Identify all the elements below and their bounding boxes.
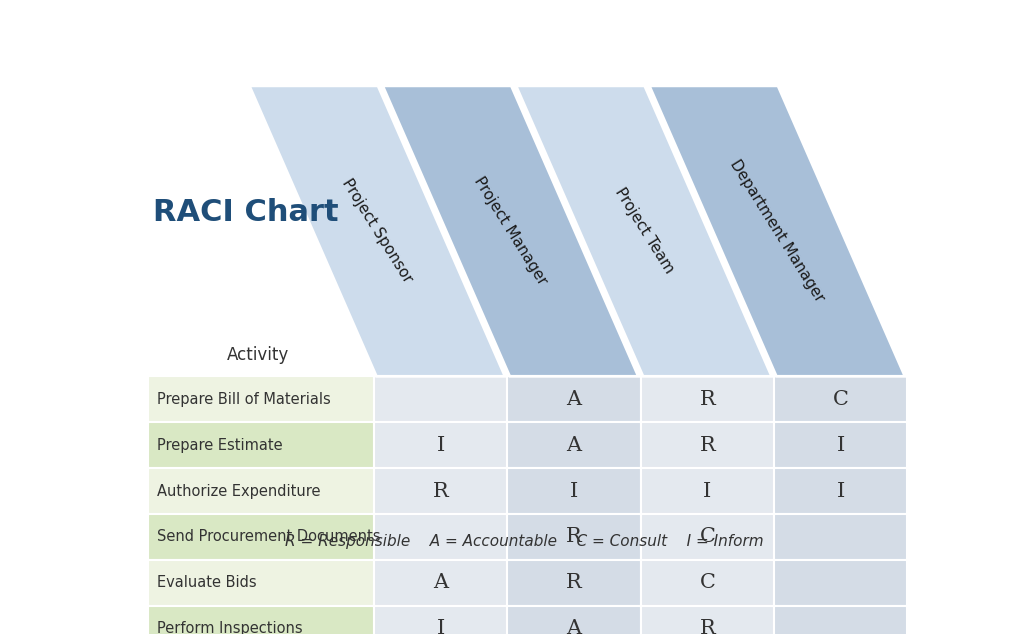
Text: A: A	[566, 390, 582, 409]
Text: Prepare Estimate: Prepare Estimate	[158, 437, 283, 453]
Bar	[507, 422, 641, 468]
Polygon shape	[516, 86, 772, 377]
Text: R: R	[699, 436, 715, 455]
Text: Project Manager: Project Manager	[471, 174, 550, 288]
Text: Department Manager: Department Manager	[727, 157, 827, 305]
Text: Activity: Activity	[227, 346, 289, 364]
Bar	[641, 605, 774, 634]
Text: A: A	[566, 619, 582, 634]
Text: C: C	[699, 527, 716, 547]
Text: I: I	[703, 482, 712, 500]
Bar	[774, 377, 907, 422]
Text: R: R	[699, 619, 715, 634]
Bar	[147, 377, 374, 422]
Bar	[641, 377, 774, 422]
Bar	[147, 422, 374, 468]
Text: R: R	[433, 482, 449, 500]
Bar	[641, 422, 774, 468]
Bar	[774, 422, 907, 468]
Text: C: C	[833, 390, 849, 409]
Text: C: C	[699, 573, 716, 592]
Polygon shape	[649, 86, 905, 377]
Bar	[507, 514, 641, 560]
Polygon shape	[383, 86, 638, 377]
Bar	[374, 514, 507, 560]
Text: I: I	[837, 436, 845, 455]
Text: A: A	[433, 573, 449, 592]
Bar	[374, 468, 507, 514]
Bar	[507, 560, 641, 605]
Polygon shape	[250, 86, 505, 377]
Text: I: I	[436, 619, 444, 634]
Bar	[374, 422, 507, 468]
Bar	[774, 605, 907, 634]
Bar	[507, 468, 641, 514]
Text: RACI Chart: RACI Chart	[154, 198, 339, 227]
Text: Authorize Expenditure: Authorize Expenditure	[158, 484, 321, 498]
Text: I: I	[837, 482, 845, 500]
Bar	[147, 605, 374, 634]
Text: R: R	[566, 573, 582, 592]
Bar	[374, 560, 507, 605]
Text: R: R	[566, 527, 582, 547]
Bar	[641, 514, 774, 560]
Bar	[774, 468, 907, 514]
Text: Project Team: Project Team	[611, 186, 676, 276]
Bar	[147, 468, 374, 514]
Bar	[374, 377, 507, 422]
Text: Send Procurement Documents: Send Procurement Documents	[158, 529, 381, 545]
Text: R = Responsible    A = Accountable    C = Consult    I = Inform: R = Responsible A = Accountable C = Cons…	[286, 534, 764, 548]
Bar	[147, 560, 374, 605]
Text: Evaluate Bids: Evaluate Bids	[158, 575, 257, 590]
Text: I: I	[570, 482, 579, 500]
Bar	[147, 514, 374, 560]
Text: I: I	[436, 436, 444, 455]
Bar	[507, 377, 641, 422]
Text: Project Sponsor: Project Sponsor	[339, 176, 416, 286]
Text: Perform Inspections: Perform Inspections	[158, 621, 303, 634]
Bar	[641, 468, 774, 514]
Bar	[774, 560, 907, 605]
Bar	[641, 560, 774, 605]
Bar	[374, 605, 507, 634]
Bar	[507, 605, 641, 634]
Text: A: A	[566, 436, 582, 455]
Bar	[774, 514, 907, 560]
Text: R: R	[699, 390, 715, 409]
Text: Prepare Bill of Materials: Prepare Bill of Materials	[158, 392, 331, 407]
